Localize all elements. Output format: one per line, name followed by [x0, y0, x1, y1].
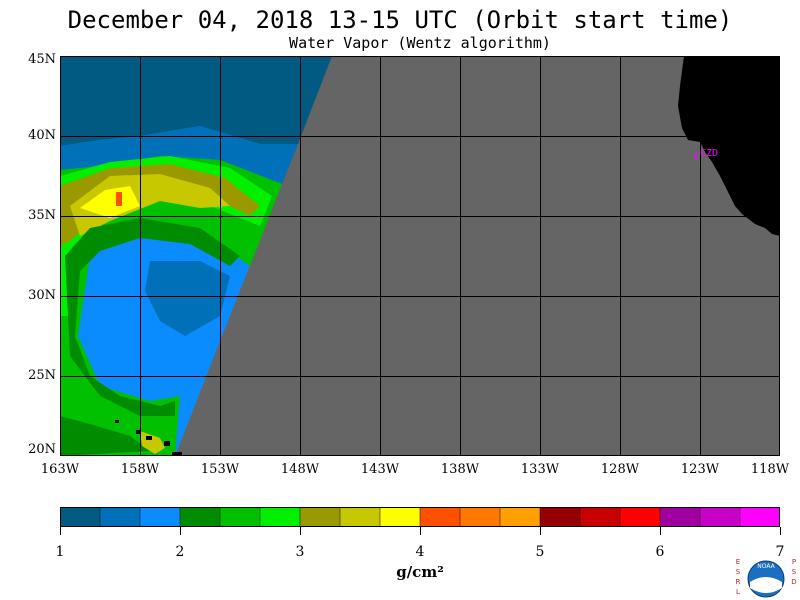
hawaiian-islands	[115, 420, 182, 456]
logo-letter: D	[791, 578, 796, 586]
page-title: December 04, 2018 13-15 UTC (Orbit start…	[67, 6, 733, 34]
colorbar-tick-label: 5	[535, 544, 545, 560]
logo-letter: E	[736, 558, 740, 566]
lon-label: 123W	[680, 462, 720, 477]
lat-label: 40N	[28, 128, 56, 143]
logo-text: NOAA	[757, 563, 775, 570]
colorbar-cell	[379, 507, 421, 527]
colorbar-cell	[219, 507, 261, 527]
colorbar-cell	[299, 507, 341, 527]
colorbar-cell	[139, 507, 181, 527]
page-subtitle: Water Vapor (Wentz algorithm)	[289, 34, 551, 52]
colorbar	[60, 507, 780, 527]
colorbar-cell	[699, 507, 741, 527]
logo-letter: L	[736, 588, 740, 596]
station-czd-marker: CZD	[694, 148, 718, 160]
station-label: CZD	[700, 148, 718, 159]
colorbar-cell	[60, 507, 101, 527]
colorbar-cell	[499, 507, 541, 527]
colorbar-tick-label: 1	[55, 544, 65, 560]
colorbar-tick	[539, 527, 541, 535]
lon-label: 128W	[600, 462, 640, 477]
colorbar-cell	[259, 507, 301, 527]
logo-letter: P	[792, 558, 796, 566]
colorbar-cell	[739, 507, 780, 527]
colorbar-tick-label: 7	[775, 544, 785, 560]
lon-label: 143W	[360, 462, 400, 477]
lon-label: 153W	[200, 462, 240, 477]
lat-label: 35N	[28, 208, 56, 223]
lon-label: 148W	[280, 462, 320, 477]
map-grid	[60, 56, 780, 456]
colorbar-cell	[539, 507, 581, 527]
lon-label: 133W	[520, 462, 560, 477]
lon-label: 158W	[120, 462, 160, 477]
colorbar-tick-label: 2	[175, 544, 185, 560]
lat-label: 20N	[28, 442, 56, 457]
colorbar-cell	[579, 507, 621, 527]
swath-data	[60, 56, 332, 456]
colorbar-tick	[779, 527, 781, 535]
colorbar-cell	[459, 507, 501, 527]
colorbar-cell	[99, 507, 141, 527]
unit-label: g/cm²	[396, 563, 444, 581]
logo-letter: S	[792, 568, 797, 576]
logo-letter: R	[736, 578, 741, 586]
colorbar-cell	[659, 507, 701, 527]
colorbar-tick	[659, 527, 661, 535]
lon-label: 138W	[440, 462, 480, 477]
land-mass	[678, 56, 780, 236]
lat-label: 30N	[28, 288, 56, 303]
colorbar-tick	[179, 527, 181, 535]
colorbar-tick	[299, 527, 301, 535]
colorbar-cell	[339, 507, 381, 527]
lat-label: 45N	[28, 52, 56, 67]
colorbar-cell	[419, 507, 461, 527]
lon-label: 118W	[750, 462, 790, 477]
logo-letter: S	[736, 568, 741, 576]
colorbar-cell	[179, 507, 221, 527]
colorbar-tick	[59, 527, 61, 535]
lat-label: 25N	[28, 368, 56, 383]
colorbar-tick-label: 4	[415, 544, 425, 560]
colorbar-cell	[619, 507, 661, 527]
colorbar-tick	[419, 527, 421, 535]
colorbar-tick-label: 3	[295, 544, 305, 560]
colorbar-tick-label: 6	[655, 544, 665, 560]
water-vapor-map: CZD	[60, 56, 780, 456]
lon-label: 163W	[40, 462, 80, 477]
